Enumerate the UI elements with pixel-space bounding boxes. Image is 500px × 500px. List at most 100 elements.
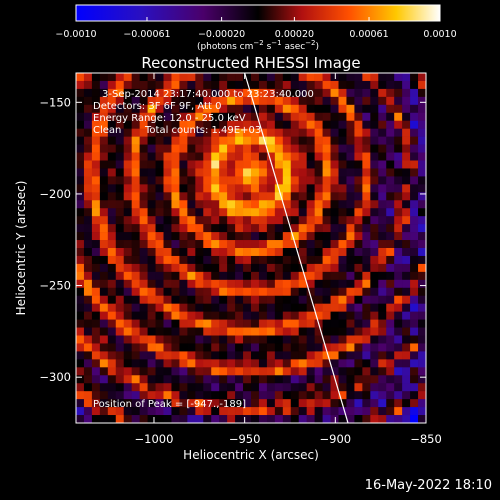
- heatmap-cell: [123, 144, 132, 153]
- heatmap-cell: [298, 415, 307, 423]
- heatmap-cell: [203, 168, 212, 177]
- heatmap-cell: [290, 73, 300, 82]
- heatmap-cell: [258, 73, 268, 82]
- heatmap-cell: [211, 287, 220, 297]
- heatmap-cell: [322, 96, 331, 106]
- heatmap-cell: [243, 343, 252, 352]
- heatmap-cell: [314, 311, 323, 320]
- heatmap-cell: [314, 391, 323, 400]
- heatmap-cell: [251, 295, 260, 304]
- heatmap-cell: [83, 104, 93, 114]
- heatmap-cell: [227, 327, 236, 336]
- heatmap-cell: [123, 367, 132, 376]
- heatmap-cell: [418, 351, 426, 360]
- heatmap-cell: [203, 216, 212, 225]
- heatmap-cell: [251, 128, 260, 137]
- heatmap-cell: [251, 271, 260, 281]
- heatmap-cell: [338, 136, 347, 145]
- heatmap-cell: [131, 176, 140, 185]
- heatmap-cell: [378, 327, 387, 336]
- heatmap-cell: [147, 184, 156, 193]
- heatmap-cell: [370, 335, 379, 344]
- heatmap-cell: [306, 144, 315, 153]
- heatmap-cell: [235, 279, 244, 289]
- heatmap-cell: [346, 407, 355, 416]
- heatmap-cell: [266, 311, 276, 320]
- heatmap-cell: [107, 255, 117, 265]
- heatmap-cell: [386, 255, 395, 265]
- heatmap-cell: [346, 311, 355, 320]
- heatmap-cell: [139, 367, 148, 376]
- heatmap-cell: [147, 248, 156, 257]
- heatmap-cell: [266, 216, 276, 225]
- heatmap-cell: [195, 271, 204, 281]
- heatmap-cell: [131, 399, 140, 408]
- heatmap-cell: [386, 208, 395, 217]
- heatmap-cell: [195, 391, 204, 400]
- heatmap-cell: [163, 240, 172, 249]
- heatmap-cell: [91, 343, 101, 352]
- heatmap-cell: [378, 88, 387, 98]
- heatmap-cell: [346, 136, 355, 145]
- heatmap-cell: [346, 367, 355, 376]
- heatmap-cell: [187, 343, 196, 352]
- heatmap-cell: [107, 295, 117, 304]
- heatmap-cell: [346, 216, 355, 225]
- heatmap-cell: [107, 168, 117, 177]
- heatmap-cell: [163, 136, 172, 145]
- heatmap-cell: [402, 184, 411, 193]
- heatmap-cell: [410, 216, 419, 225]
- heatmap-cell: [251, 73, 260, 82]
- heatmap-cell: [131, 255, 140, 265]
- annotation-detectors: Detectors: 3F 6F 9F, Att 0: [93, 101, 221, 112]
- heatmap-cell: [386, 351, 395, 360]
- heatmap-cell: [107, 184, 117, 193]
- heatmap-cell: [251, 112, 260, 122]
- heatmap-cell: [163, 216, 172, 225]
- heatmap-cell: [370, 136, 379, 145]
- heatmap-cell: [107, 303, 117, 312]
- heatmap-cell: [115, 224, 125, 233]
- heatmap-cell: [115, 263, 125, 273]
- heatmap-cell: [171, 80, 180, 90]
- heatmap-cell: [338, 240, 347, 249]
- heatmap-cell: [251, 80, 260, 90]
- heatmap-cell: [314, 287, 323, 297]
- heatmap-cell: [338, 176, 347, 185]
- heatmap-cell: [91, 383, 101, 392]
- heatmap-cell: [203, 240, 212, 249]
- heatmap-cell: [187, 271, 196, 281]
- heatmap-cell: [235, 160, 244, 169]
- heatmap-cell: [107, 248, 117, 257]
- heatmap-cell: [338, 303, 347, 312]
- heatmap-cell: [410, 248, 419, 257]
- heatmap-cell: [282, 112, 292, 122]
- heatmap-cell: [147, 144, 156, 153]
- heatmap-cell: [410, 263, 419, 273]
- heatmap-cell: [219, 255, 228, 265]
- heatmap-cell: [187, 192, 196, 201]
- heatmap-cell: [282, 152, 292, 161]
- heatmap-cell: [211, 144, 220, 153]
- heatmap-cell: [203, 335, 212, 344]
- heatmap-cell: [282, 184, 292, 193]
- heatmap-cell: [418, 383, 426, 392]
- heatmap-cell: [107, 136, 117, 145]
- heatmap-cell: [362, 120, 371, 129]
- heatmap-cell: [171, 192, 180, 201]
- heatmap-cell: [258, 351, 268, 360]
- heatmap-cell: [274, 367, 284, 376]
- heatmap-cell: [290, 144, 300, 153]
- heatmap-cell: [211, 295, 220, 304]
- heatmap-cell: [410, 407, 419, 416]
- heatmap-cell: [394, 232, 403, 241]
- heatmap-cell: [266, 152, 276, 161]
- heatmap-cell: [346, 184, 355, 193]
- heatmap-cell: [83, 96, 93, 106]
- heatmap-cell: [298, 351, 307, 360]
- heatmap-cell: [290, 319, 300, 328]
- heatmap-cell: [99, 80, 109, 90]
- heatmap-cell: [346, 343, 355, 352]
- heatmap-cell: [203, 287, 212, 297]
- heatmap-cell: [338, 232, 347, 241]
